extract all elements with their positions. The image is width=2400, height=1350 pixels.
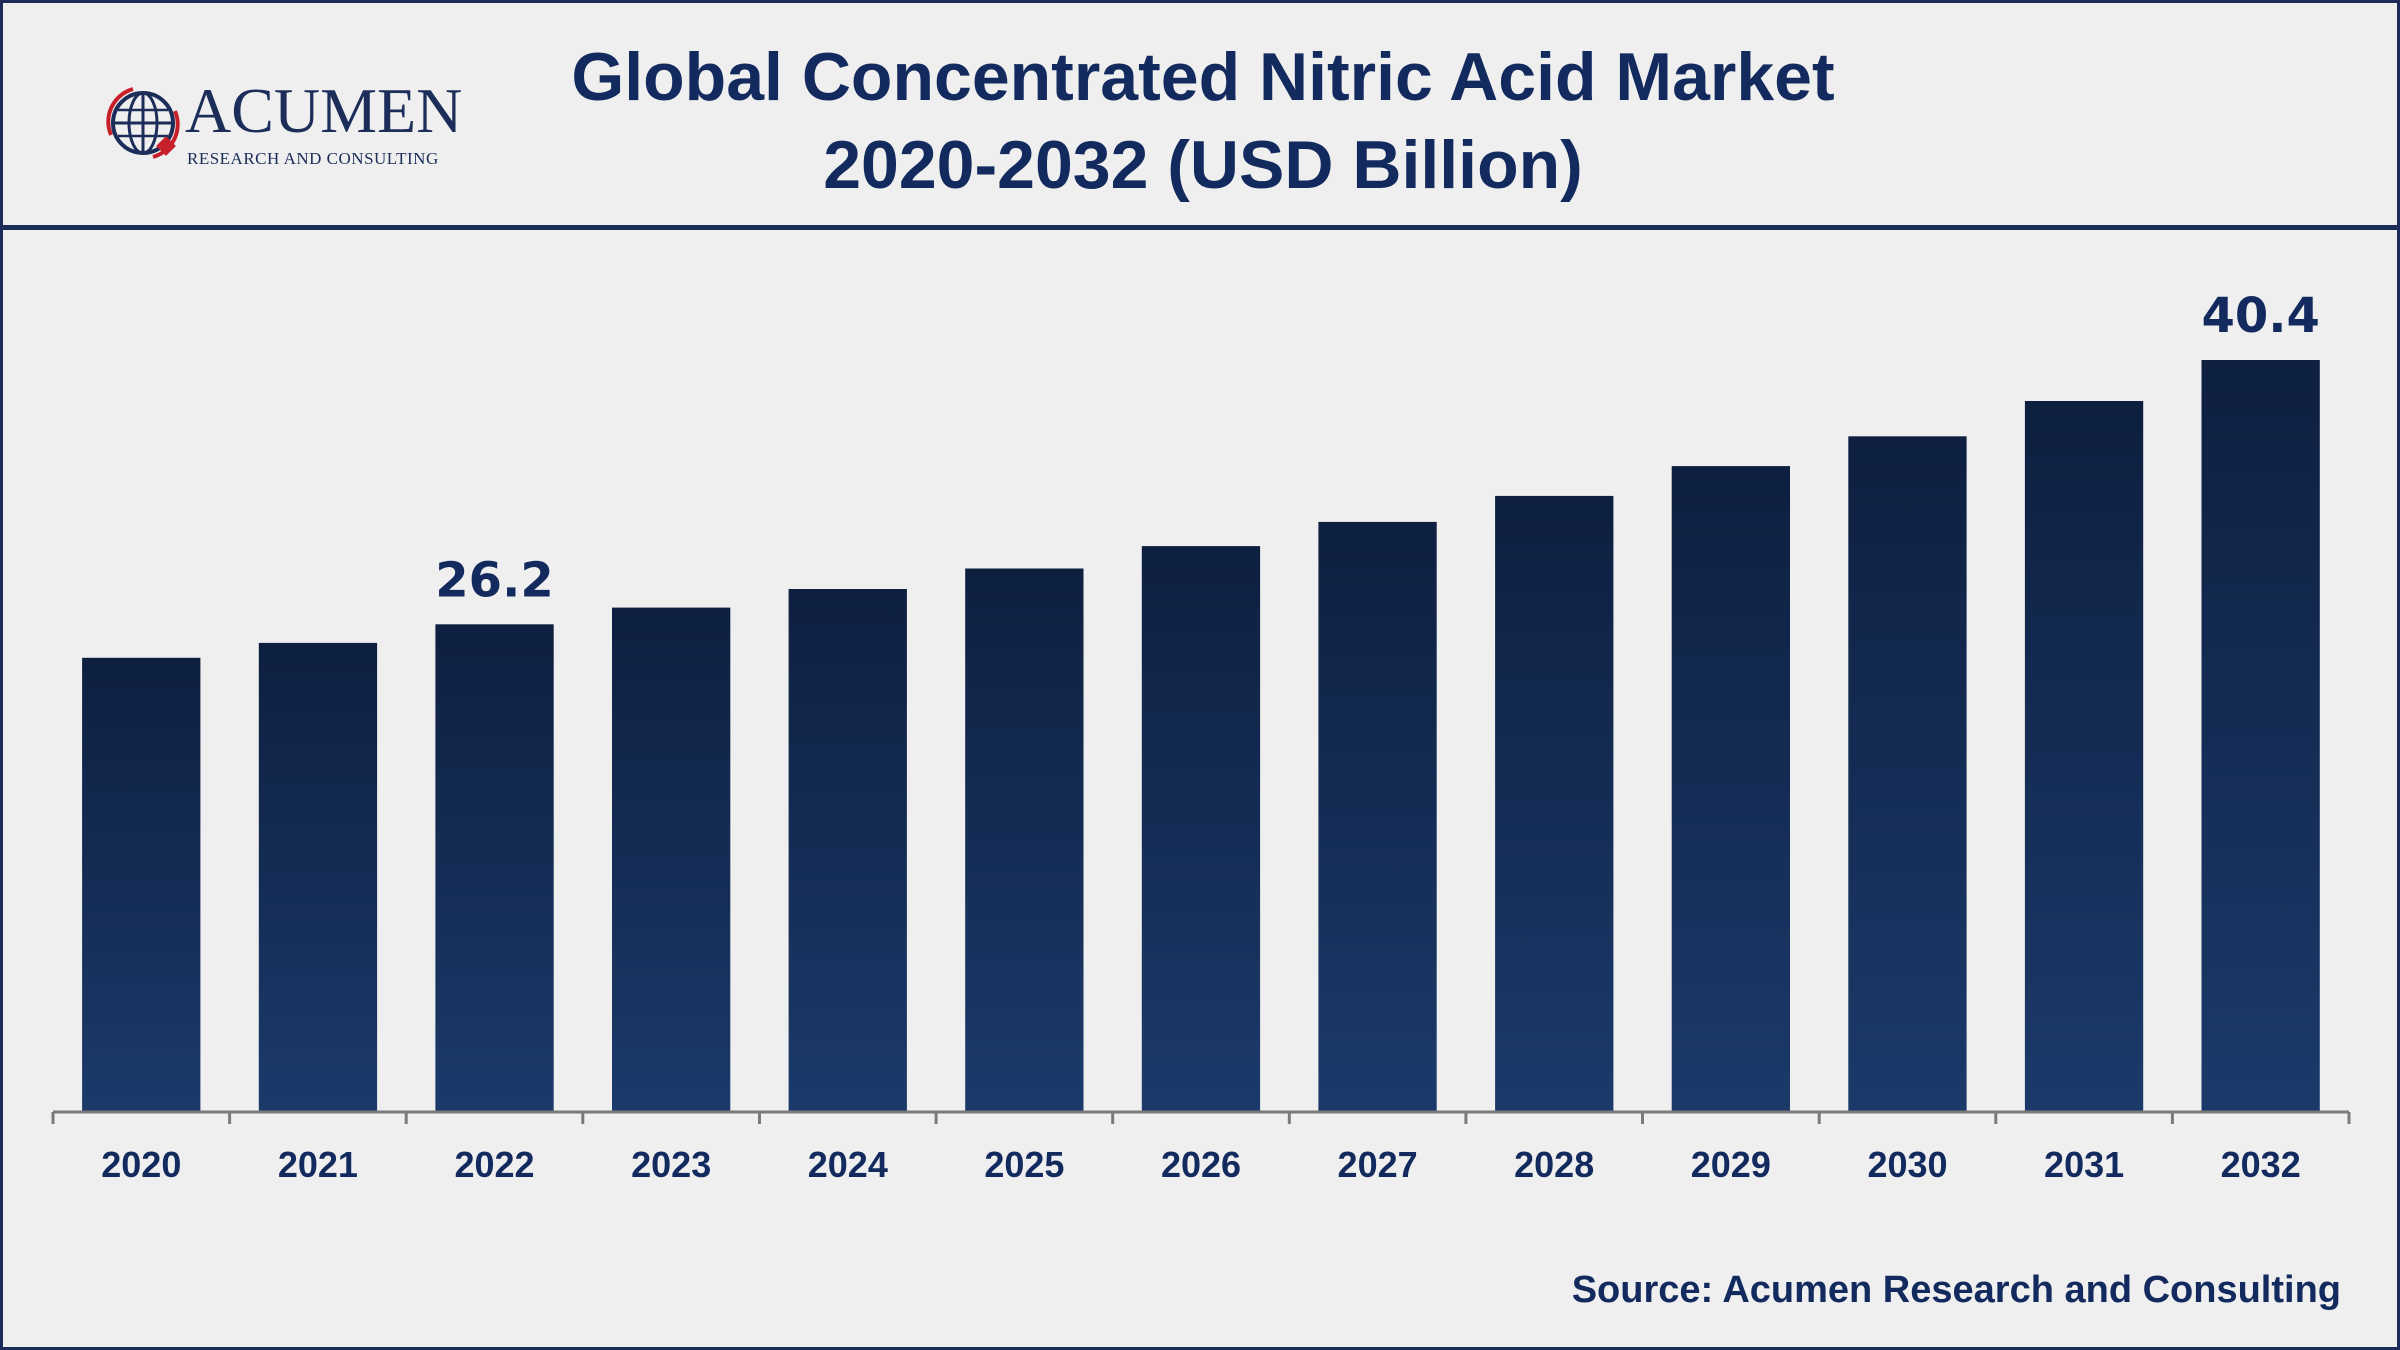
x-tick-label-2026: 2026: [1161, 1144, 1241, 1185]
x-tick-label-2020: 2020: [101, 1144, 181, 1185]
bar-2020: [82, 657, 201, 1112]
x-tick-label-2024: 2024: [808, 1144, 888, 1185]
data-label-2022: 26.2: [435, 552, 553, 608]
bar-2028: [1495, 495, 1614, 1112]
x-tick-label-2028: 2028: [1514, 1144, 1594, 1185]
x-tick-label-2031: 2031: [2044, 1144, 2124, 1185]
globe-icon: [106, 87, 180, 159]
x-tick-label-2025: 2025: [984, 1144, 1064, 1185]
bar-chart: 2020 2021 2022 2023 2024 2025 2026 2027 2028 2029…: [51, 288, 2351, 1185]
bar-2025: [965, 568, 1084, 1112]
bar-2021: [258, 642, 378, 1112]
bar-2023: [612, 607, 731, 1112]
x-tick-label-2023: 2023: [631, 1144, 711, 1185]
logo-wordmark: ACUMEN: [185, 75, 463, 146]
bar-2029: [1671, 466, 1790, 1113]
x-tick-label-2032: 2032: [2221, 1144, 2301, 1185]
bar-2031: [2024, 401, 2144, 1112]
source-note: Source: Acumen Research and Consulting: [1571, 1269, 2341, 1311]
x-tick-label-2021: 2021: [278, 1144, 358, 1185]
x-tick-label-2030: 2030: [1867, 1144, 1947, 1185]
x-tick-label-2029: 2029: [1691, 1144, 1771, 1185]
x-tick-label-2022: 2022: [454, 1144, 534, 1185]
chart-title-line-1: Global Concentrated Nitric Acid Market: [571, 39, 1835, 115]
logo-tagline: RESEARCH AND CONSULTING: [187, 149, 439, 168]
x-tick-label-2027: 2027: [1338, 1144, 1418, 1185]
bar-2027: [1318, 521, 1437, 1112]
bar-2032: [2201, 360, 2320, 1112]
bar-2030: [1848, 436, 1967, 1112]
header: ACUMEN RESEARCH AND CONSULTING Global Co…: [3, 3, 2397, 225]
header-divider: [3, 225, 2397, 230]
bar-2026: [1141, 546, 1261, 1112]
bar-2024: [788, 589, 907, 1112]
data-label-2032: 40.4: [2201, 288, 2319, 344]
chart-title-line-2: 2020-2032 (USD Billion): [823, 127, 1583, 203]
bar-2022: [435, 624, 554, 1112]
chart-title: Global Concentrated Nitric Acid Market 2…: [333, 33, 2073, 209]
acumen-logo: ACUMEN RESEARCH AND CONSULTING: [103, 75, 463, 175]
